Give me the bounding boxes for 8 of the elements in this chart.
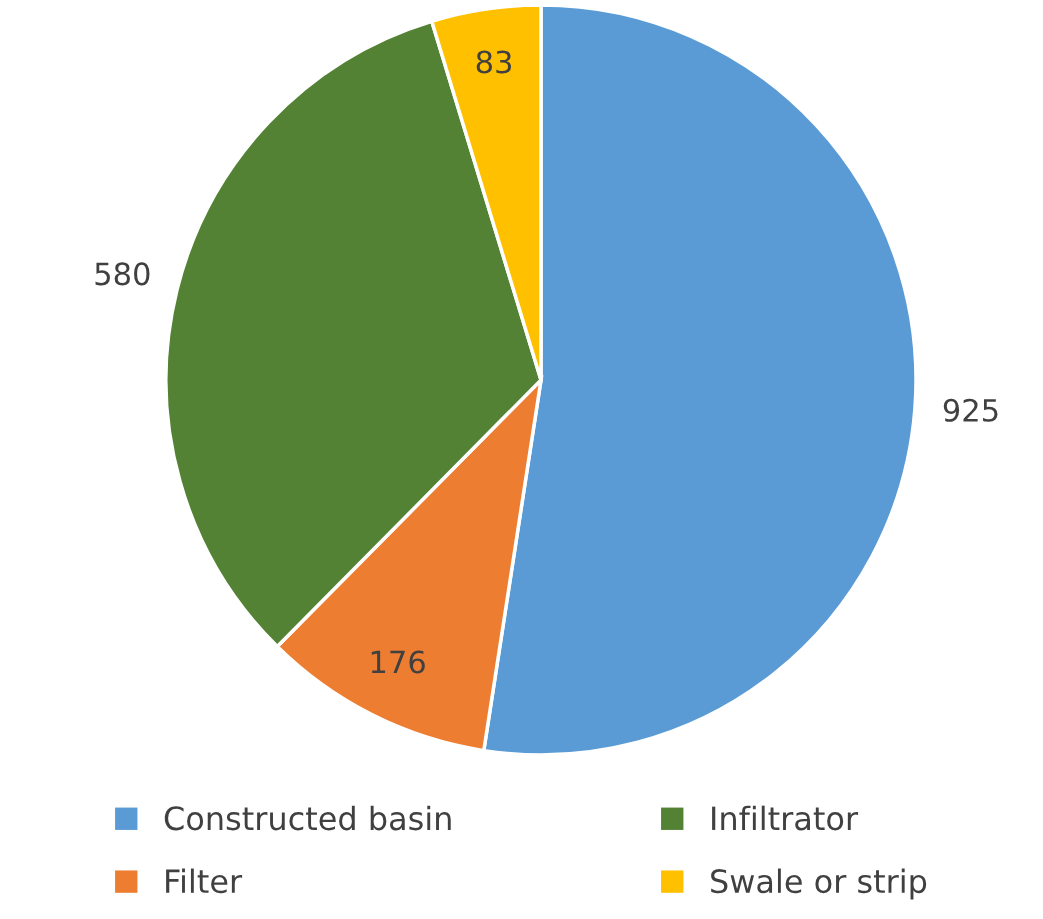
legend-label: Filter: [166, 868, 243, 894]
legend-label: Infiltrator: [712, 805, 859, 831]
data-label: 925: [943, 398, 998, 422]
legend-label: Constructed basin: [164, 805, 451, 831]
legend-label: Swale or strip: [711, 868, 927, 900]
data-label: 580: [95, 262, 150, 286]
data-label: 176: [371, 650, 425, 674]
data-label: 83: [476, 50, 512, 74]
